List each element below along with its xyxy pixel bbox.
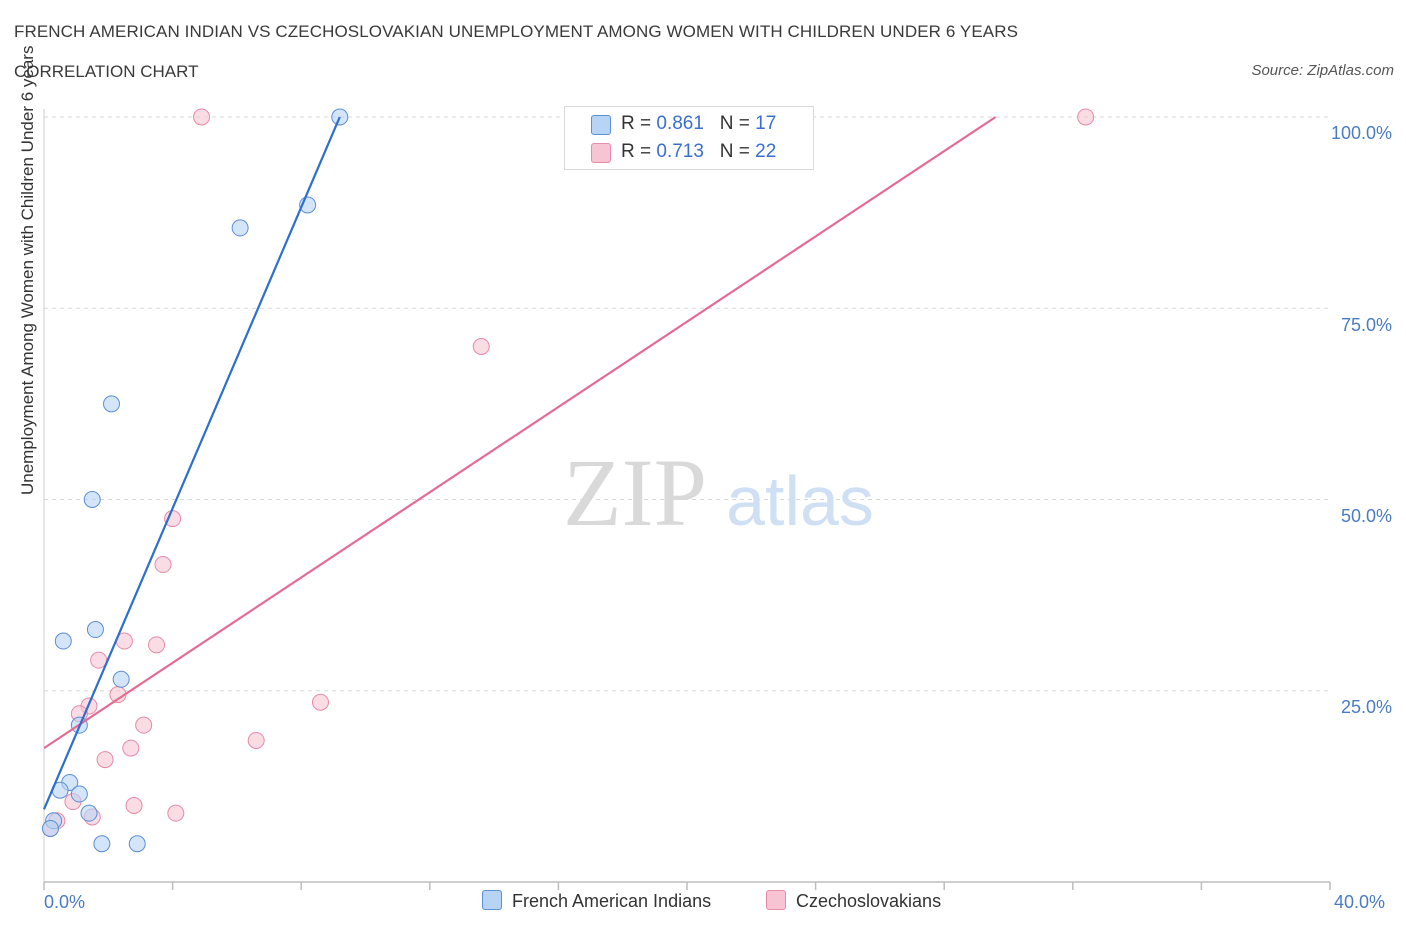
french-american-indians-point <box>93 835 111 853</box>
french-american-indians-point <box>86 621 104 639</box>
r-label: R = <box>621 113 657 134</box>
r-value: 0.861 <box>656 113 704 134</box>
czechoslovakians-point <box>311 693 329 711</box>
legend-label: French American Indians <box>512 891 712 911</box>
blue-swatch <box>482 890 502 910</box>
french-american-indians-point <box>54 632 72 650</box>
x-tick-label-min: 0.0% <box>44 892 86 912</box>
y-axis-label: Unemployment Among Women with Children U… <box>18 45 37 495</box>
source-label: Source: ZipAtlas.com <box>1251 62 1394 79</box>
french-american-indians-trend-line <box>42 116 341 810</box>
y-tick-label: 50.0% <box>1340 506 1392 526</box>
czechoslovakians-point <box>125 797 143 814</box>
french-american-indians-point <box>103 395 121 413</box>
french-american-indians-point <box>41 819 59 837</box>
watermark-zip: ZIP <box>563 439 707 546</box>
czechoslovakians-point <box>1077 108 1095 126</box>
r-label: R = <box>621 141 657 162</box>
french-american-indians-point <box>83 491 101 508</box>
czechoslovakians-point <box>167 804 185 822</box>
n-value: 22 <box>755 141 777 162</box>
x-tick-label-max: 40.0% <box>1334 892 1386 912</box>
watermark-atlas: atlas <box>726 462 874 540</box>
french-american-indians-point <box>231 219 249 237</box>
czechoslovakians-trend-line <box>43 116 997 750</box>
stats-legend: R = 0.861 N = 17 R = 0.713 N = 22 <box>564 106 814 170</box>
czechoslovakians-point <box>148 636 166 654</box>
legend-item-french-american-indians: French American Indians <box>482 890 711 912</box>
czechoslovakians-point <box>122 739 140 757</box>
chart-title: FRENCH AMERICAN INDIAN VS CZECHOSLOVAKIA… <box>14 22 1019 41</box>
y-tick-label: 100.0% <box>1330 123 1392 143</box>
legend-item-czechoslovakians: Czechoslovakians <box>766 890 941 912</box>
french-american-indians-point <box>70 785 88 803</box>
french-american-indians-point <box>112 670 130 688</box>
czechoslovakians-point <box>154 556 172 574</box>
czechoslovakians-point <box>193 108 211 126</box>
series-french-american-indians <box>41 108 349 853</box>
legend-label: Czechoslovakians <box>796 891 942 911</box>
r-value: 0.713 <box>656 141 704 162</box>
chart-subtitle: CORRELATION CHART <box>14 62 199 81</box>
n-label: N = <box>719 141 756 162</box>
pink-swatch <box>591 143 611 163</box>
blue-swatch <box>591 115 611 135</box>
czechoslovakians-point <box>247 731 265 749</box>
axes <box>43 109 1331 890</box>
y-tick-label: 25.0% <box>1340 697 1392 717</box>
gridlines <box>44 116 1330 692</box>
czechoslovakians-point <box>472 338 490 355</box>
n-label: N = <box>719 113 756 134</box>
french-american-indians-point <box>128 835 146 853</box>
czechoslovakians-point <box>96 751 114 769</box>
watermark: ZIP atlas <box>563 439 874 546</box>
czechoslovakians-point <box>135 716 153 734</box>
pink-swatch <box>766 890 786 910</box>
trend-lines <box>42 116 997 810</box>
y-tick-label: 75.0% <box>1340 315 1392 335</box>
french-american-indians-point <box>80 804 98 822</box>
n-value: 17 <box>755 113 777 134</box>
